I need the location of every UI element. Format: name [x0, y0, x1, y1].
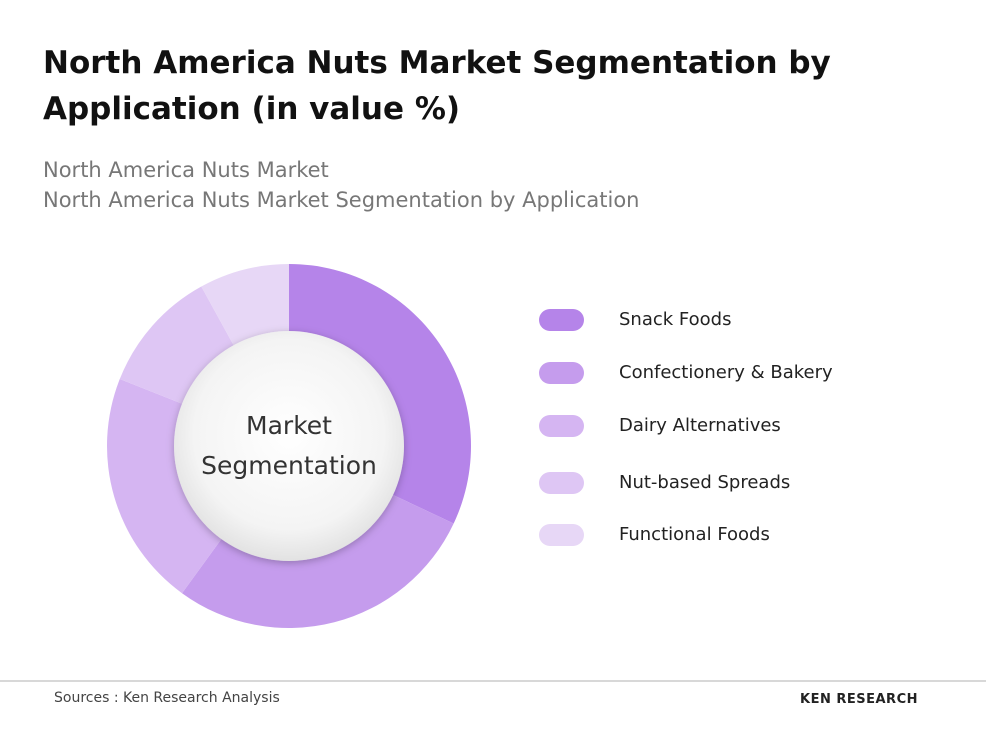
chart-title: North America Nuts Market Segmentation b… [43, 45, 831, 127]
legend-swatch [539, 524, 584, 546]
legend: Snack Foods Confectionery & Bakery Dairy A… [539, 309, 833, 546]
legend-swatch [539, 472, 584, 494]
legend-swatch [539, 362, 584, 384]
legend-label: Confectionery & Bakery [619, 362, 833, 383]
legend-label: Nut-based Spreads [619, 472, 790, 493]
donut-center [174, 331, 404, 561]
legend-label: Dairy Alternatives [619, 415, 781, 436]
logo: KEN RESEARCH [800, 692, 918, 707]
source: Sources : Ken Research Analysis [54, 690, 280, 706]
center-label: Market Segmentation [201, 411, 377, 480]
subtitle: North America Nuts Market [43, 158, 329, 182]
legend-swatch [539, 309, 584, 331]
donut-segment [182, 488, 454, 628]
legend-swatch [539, 415, 584, 437]
subtitle: North America Nuts Market Segmentation b… [43, 188, 640, 212]
legend-label: Snack Foods [619, 309, 731, 330]
legend-label: Functional Foods [619, 524, 770, 545]
donut-segment [107, 379, 231, 594]
